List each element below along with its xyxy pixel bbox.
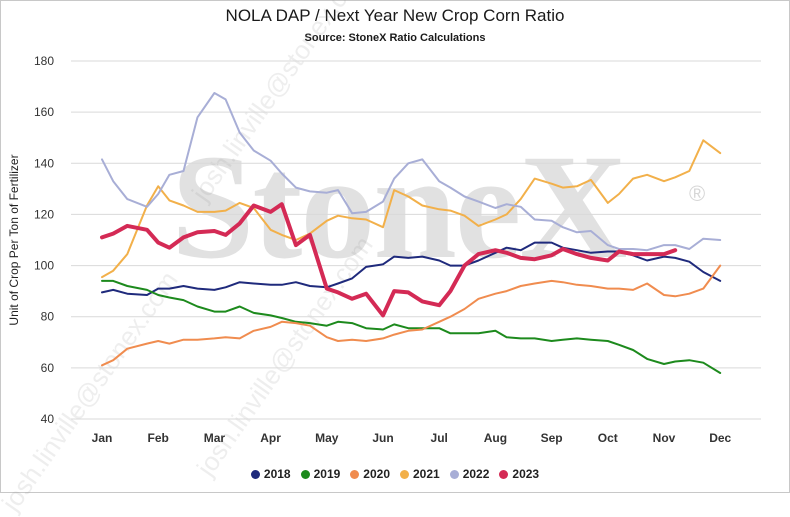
legend-item-2020: 2020	[350, 467, 390, 481]
series-line-2023	[100, 202, 678, 318]
y-tick-label: 120	[34, 207, 54, 221]
x-tick-label: Mar	[204, 431, 226, 445]
series-line-2020	[101, 264, 722, 367]
series-lines	[100, 92, 722, 374]
y-tick-label: 80	[41, 310, 55, 324]
x-tick-label: Aug	[484, 431, 507, 445]
x-axis-ticks: Jan Feb Mar Apr May Jun Jul Aug Sep Oct Nov Dec	[92, 431, 732, 445]
legend-marker-icon	[449, 469, 459, 479]
series-line-2021	[101, 139, 722, 279]
legend-marker-icon	[499, 469, 509, 479]
legend-marker-icon	[350, 469, 360, 479]
y-axis-label: Unit of Crop Per Ton of Fertilizer	[7, 154, 21, 325]
series-line-2022	[101, 92, 722, 252]
x-tick-label: May	[315, 431, 339, 445]
legend-item-2023: 2023	[499, 467, 539, 481]
y-tick-label: 180	[34, 54, 54, 68]
legend-marker-icon	[300, 469, 310, 479]
grid-lines	[71, 60, 761, 420]
legend-label: 2019	[313, 467, 341, 481]
legend-marker-icon	[250, 469, 260, 479]
series-line-2018	[101, 241, 722, 296]
legend-label: 2023	[512, 467, 540, 481]
chart-title: NOLA DAP / Next Year New Crop Corn Ratio	[225, 6, 565, 25]
x-tick-label: Jan	[92, 431, 113, 445]
y-tick-label: 60	[41, 361, 55, 375]
series-line-2019	[101, 279, 722, 374]
x-tick-label: Dec	[709, 431, 731, 445]
y-tick-label: 100	[34, 259, 54, 273]
line-chart: 40 60 80 100 120 140 160 180 Jan Feb Mar Apr May Jun…	[7, 54, 761, 445]
x-tick-label: Apr	[260, 431, 281, 445]
y-axis-ticks: 40 60 80 100 120 140 160 180	[34, 54, 54, 426]
legend-item-2018: 2018	[250, 467, 291, 481]
x-tick-label: Oct	[598, 431, 618, 445]
legend-item-2019: 2019	[300, 467, 341, 481]
chart-legend: 2018 2019 2020 2021 2022 2023	[1, 467, 789, 481]
legend-label: 2021	[413, 467, 440, 481]
y-tick-label: 40	[41, 412, 55, 426]
x-tick-label: Jun	[372, 431, 393, 445]
legend-label: 2022	[462, 467, 490, 481]
legend-item-2022: 2022	[449, 467, 490, 481]
legend-marker-icon	[400, 469, 409, 479]
x-tick-label: Feb	[148, 431, 169, 445]
y-tick-label: 160	[34, 105, 54, 119]
legend-item-2021: 2021	[400, 467, 440, 481]
legend-label: 2020	[363, 467, 390, 481]
chart-subtitle: Source: StoneX Ratio Calculations	[304, 32, 486, 44]
y-tick-label: 140	[34, 156, 54, 170]
x-tick-label: Nov	[653, 431, 676, 445]
x-tick-label: Sep	[541, 431, 563, 445]
legend-label: 2018	[263, 467, 291, 481]
x-tick-label: Jul	[431, 431, 448, 445]
